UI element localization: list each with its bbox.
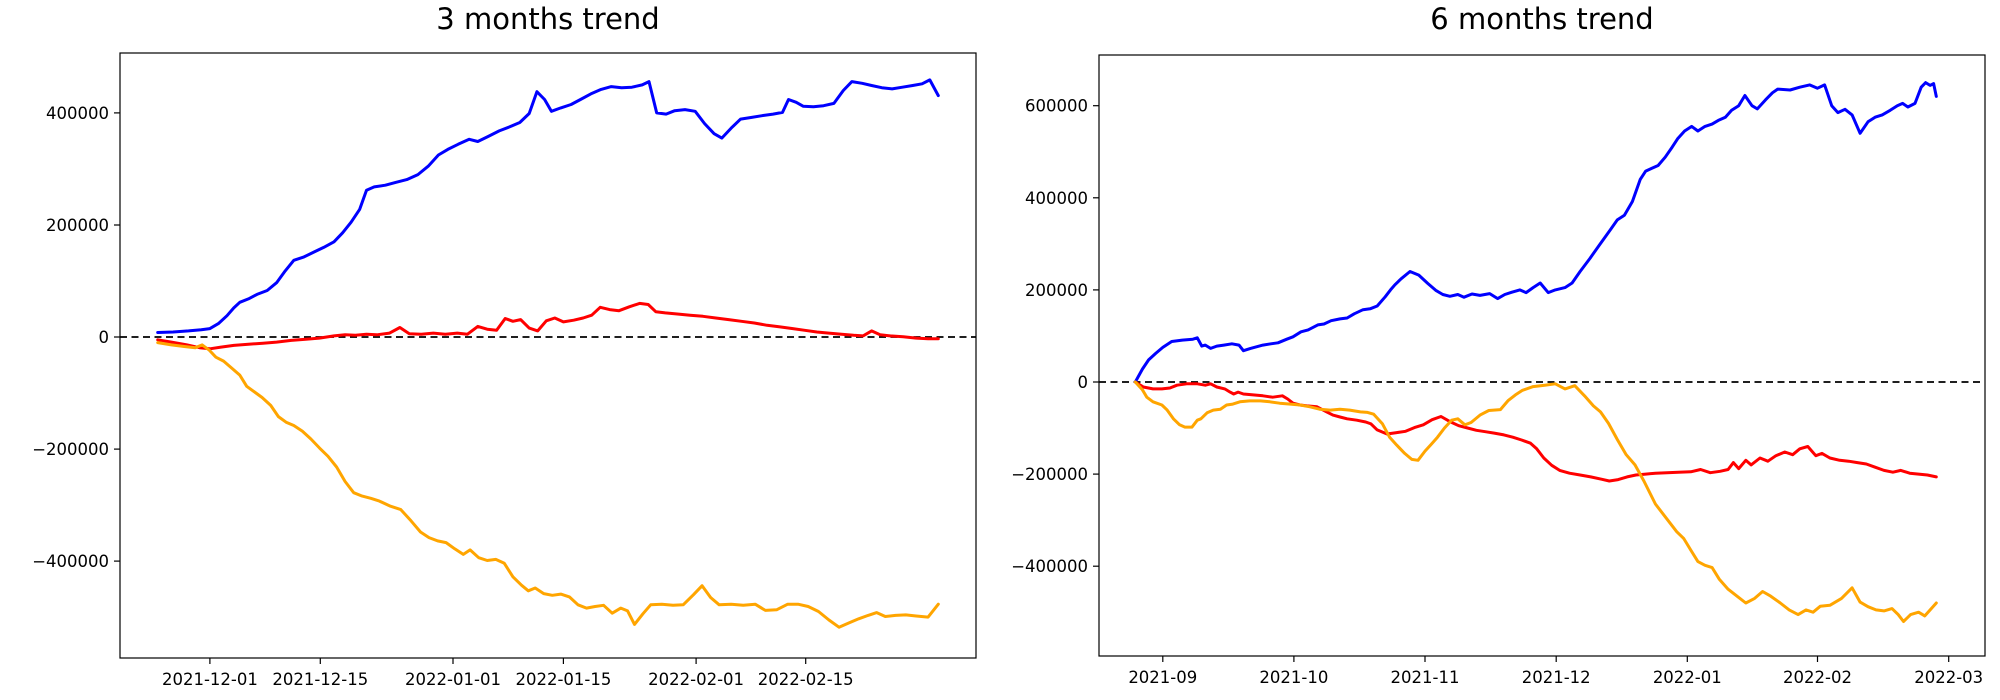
series-line-orange [156,341,940,629]
axes-border [119,52,977,659]
x-tick-label: 2022-02-15 [758,670,854,689]
y-tick-label: −200000 [32,440,109,459]
x-tick-label: 2022-03 [1914,668,1983,687]
x-tick-label: 2022-02 [1783,668,1852,687]
y-tick-label: 0 [99,328,110,347]
y-tick-label: 0 [1078,373,1089,392]
series-line-red [156,301,940,351]
y-tick-label: −400000 [1011,557,1088,576]
x-tick-label: 2021-09 [1128,668,1197,687]
series-line-blue [1133,81,1938,384]
x-tick-label: 2022-01-01 [405,670,501,689]
x-tick-label: 2021-12-01 [162,670,258,689]
x-tick-label: 2021-11 [1391,668,1460,687]
y-tick-label: 600000 [1025,97,1088,116]
chart-panel-left: 400000 200000 0 −200000 −400000 2021-12-01 202… [32,52,977,689]
y-tick-label: −400000 [32,552,109,571]
series-line-orange [1133,380,1938,623]
y-tick-label: 200000 [1025,281,1088,300]
axes-border [1098,54,1986,657]
y-tick-label: 400000 [46,104,109,123]
left-chart-title: 3 months trend [436,2,660,36]
y-tick-label: 200000 [46,216,109,235]
x-tick-label: 2022-01 [1653,668,1722,687]
x-tick-label: 2021-12 [1522,668,1591,687]
chart-panel-right: 600000 400000 200000 0 −200000 −400000 2021-09… [1011,54,1986,687]
series-line-red [1133,380,1938,483]
y-tick-label: −200000 [1011,465,1088,484]
x-tick-label: 2022-01-15 [515,670,611,689]
x-tick-label: 2022-02-01 [648,670,744,689]
series-line-blue [156,78,940,334]
y-tick-label: 400000 [1025,189,1088,208]
right-chart-title: 6 months trend [1430,2,1654,36]
x-tick-label: 2021-12-15 [272,670,368,689]
x-tick-label: 2021-10 [1259,668,1328,687]
